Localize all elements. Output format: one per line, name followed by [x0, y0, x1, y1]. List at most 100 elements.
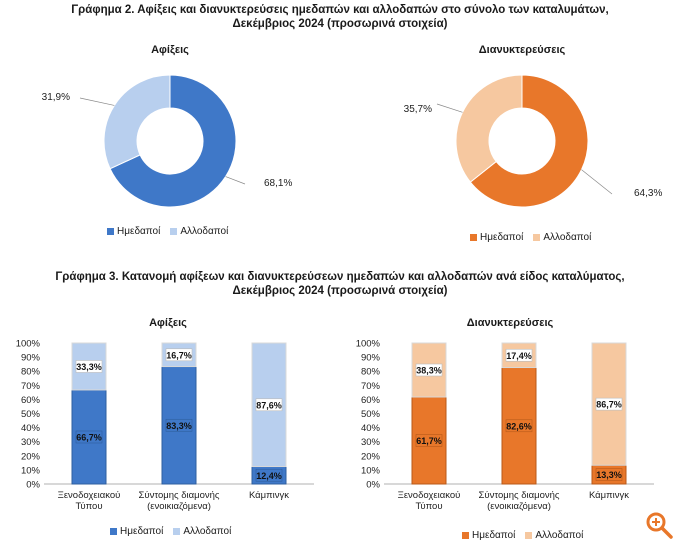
- legend-item-domestic: Ημεδαποί: [462, 530, 515, 541]
- y-tick-label: 90%: [21, 353, 41, 364]
- figure-2-title-line1: Γράφημα 2. Αφίξεις και διανυκτερεύσεις η…: [71, 4, 609, 16]
- legend-swatch-foreign: [533, 234, 541, 241]
- donut-nights-title: Διανυκτερεύσεις: [478, 44, 566, 56]
- y-tick-label: 80%: [361, 367, 381, 378]
- bar-arrivals-title: Αφίξεις: [149, 317, 187, 329]
- y-tick-label: 50%: [361, 409, 381, 420]
- donut-slice-foreign: [103, 74, 171, 170]
- legend-swatch-foreign: [170, 228, 178, 235]
- donut-arrivals-title: Αφίξεις: [151, 44, 189, 56]
- legend-label-domestic: Ημεδαποί: [472, 530, 516, 541]
- bar-chart-arrivals: 0% 10% 20% 30% 40% 50% 60% 70% 80% 90% 100% 66,7% 33…: [16, 339, 314, 512]
- publisher-logo-icon: [646, 512, 673, 539]
- y-tick-label: 20%: [21, 451, 41, 462]
- legend-item-foreign: Αλλοδαποί: [170, 226, 228, 237]
- figure-2-title-line2: Δεκέμβριος 2024 (προσωρινά στοιχεία): [232, 18, 448, 30]
- bar-arrivals-legend: Ημεδαποί Αλλοδαποί: [110, 526, 231, 537]
- data-label-box: [165, 418, 193, 432]
- legend-label-foreign: Αλλοδαποί: [180, 226, 229, 237]
- legend-swatch-foreign: [173, 528, 181, 535]
- donut-value-label: 68,1%: [264, 178, 292, 189]
- y-tick-label: 0%: [26, 480, 40, 491]
- donut-leader-line: [79, 97, 115, 106]
- donut-arrivals-legend: Ημεδαποί Αλλοδαποί: [107, 226, 228, 237]
- donut-value-label: 35,7%: [404, 104, 432, 115]
- donut-slice-domestic: [469, 74, 589, 208]
- x-tick-label: (ενοικιαζόμενα): [147, 501, 211, 512]
- donut-leader-line: [581, 169, 613, 195]
- data-label-box: [595, 397, 623, 411]
- x-tick-label: (ενοικιαζόμενα): [487, 501, 551, 512]
- data-label: 83,3%: [166, 421, 192, 431]
- data-label: 61,7%: [416, 436, 442, 446]
- data-label-box: [415, 363, 443, 377]
- x-tick-label: Κάμπινγκ: [589, 490, 629, 501]
- legend-item-domestic: Ημεδαποί: [107, 226, 160, 237]
- bar-nights-title: Διανυκτερεύσεις: [466, 317, 554, 329]
- donut-slice-foreign: [455, 74, 523, 183]
- data-label: 86,7%: [596, 400, 622, 410]
- data-label: 13,3%: [596, 470, 622, 480]
- donut-value-label: 31,9%: [42, 92, 70, 103]
- data-label: 17,4%: [506, 351, 532, 361]
- data-label-box: [165, 348, 193, 362]
- legend-label-domestic: Ημεδαποί: [480, 232, 524, 243]
- x-tick-label: Τύπου: [75, 501, 102, 512]
- y-tick-label: 90%: [361, 353, 381, 364]
- x-tick-label: Ξενοδοχειακού: [398, 490, 461, 501]
- figure-3-title: Γράφημα 3. Κατανομή αφίξεων και διανυκτε…: [0, 270, 680, 298]
- data-label-box: [505, 348, 533, 362]
- donut-chart-arrivals: 68,1% 31,9%: [42, 74, 292, 208]
- legend-swatch-domestic: [110, 528, 117, 535]
- data-label-box: [595, 468, 623, 481]
- legend-item-foreign: Αλλοδαποί: [173, 526, 231, 537]
- data-label-box: [505, 419, 533, 433]
- y-tick-label: 80%: [21, 367, 41, 378]
- y-tick-label: 10%: [361, 465, 381, 476]
- data-label-box: [75, 360, 103, 373]
- figure-3-title-line1: Γράφημα 3. Κατανομή αφίξεων και διανυκτε…: [55, 271, 625, 283]
- figure-3-title-line2: Δεκέμβριος 2024 (προσωρινά στοιχεία): [232, 285, 448, 297]
- x-tick-label: Ξενοδοχειακού: [58, 490, 121, 501]
- x-tick-label: Σύντομης διαμονής: [479, 490, 560, 501]
- y-tick-label: 100%: [16, 339, 41, 350]
- legend-label-foreign: Αλλοδαποί: [543, 232, 592, 243]
- x-tick-label: Κάμπινγκ: [249, 490, 289, 501]
- data-label: 38,3%: [416, 366, 442, 376]
- legend-item-foreign: Αλλοδαποί: [525, 530, 583, 541]
- data-label-box: [255, 468, 283, 482]
- data-label: 12,4%: [256, 471, 282, 481]
- data-label-box: [415, 434, 443, 447]
- y-tick-label: 70%: [21, 381, 41, 392]
- legend-swatch-foreign: [525, 532, 533, 539]
- x-tick-label: Σύντομης διαμονής: [139, 490, 220, 501]
- data-label: 33,3%: [76, 362, 102, 372]
- data-label: 87,6%: [256, 400, 282, 410]
- legend-item-foreign: Αλλοδαποί: [533, 232, 591, 243]
- y-tick-label: 60%: [21, 395, 41, 406]
- legend-item-domestic: Ημεδαποί: [470, 232, 523, 243]
- legend-item-domestic: Ημεδαποί: [110, 526, 163, 537]
- y-tick-label: 70%: [361, 381, 381, 392]
- y-tick-label: 30%: [361, 437, 381, 448]
- legend-label-foreign: Αλλοδαποί: [535, 530, 584, 541]
- legend-label-foreign: Αλλοδαποί: [183, 526, 232, 537]
- data-label-box: [255, 398, 283, 412]
- y-tick-label: 20%: [361, 451, 381, 462]
- bar-nights-legend: Ημεδαποί Αλλοδαποί: [462, 530, 583, 541]
- donut-nights-legend: Ημεδαποί Αλλοδαποί: [470, 232, 591, 243]
- y-tick-label: 10%: [21, 465, 41, 476]
- data-label: 16,7%: [166, 350, 192, 360]
- legend-swatch-domestic: [470, 234, 477, 241]
- data-label: 66,7%: [76, 432, 102, 442]
- data-label-box: [75, 430, 103, 444]
- y-tick-label: 0%: [366, 480, 380, 491]
- donut-slice-domestic: [109, 74, 237, 208]
- legend-label-domestic: Ημεδαποί: [117, 226, 161, 237]
- donut-chart-nights: 64,3% 35,7%: [404, 74, 662, 208]
- y-tick-label: 100%: [356, 339, 381, 350]
- donut-leader-line: [436, 103, 463, 113]
- donut-leader-line: [225, 176, 246, 185]
- legend-label-domestic: Ημεδαποί: [120, 526, 164, 537]
- y-tick-label: 30%: [21, 437, 41, 448]
